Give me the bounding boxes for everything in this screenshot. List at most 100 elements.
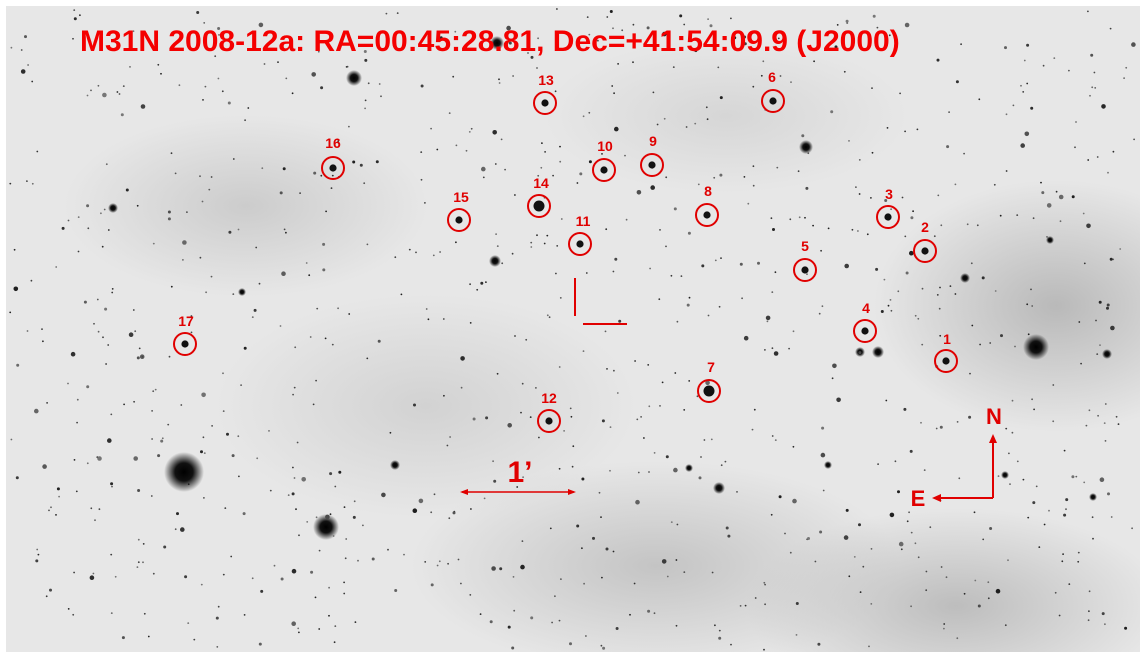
field-star	[396, 12, 399, 15]
field-star	[1088, 610, 1090, 613]
field-star	[55, 514, 57, 516]
field-star	[976, 224, 979, 227]
field-star	[676, 320, 679, 323]
comparison-star-17: 17	[173, 313, 197, 356]
field-star	[389, 431, 392, 434]
comparison-star-9: 9	[640, 133, 664, 177]
field-star	[598, 491, 601, 494]
field-star	[778, 495, 782, 499]
field-star	[243, 346, 247, 350]
field-star	[536, 234, 538, 237]
field-star	[320, 86, 324, 90]
field-star	[834, 45, 838, 49]
field-star	[378, 34, 380, 37]
field-star	[1112, 258, 1115, 261]
field-star	[77, 216, 80, 219]
field-star	[969, 372, 971, 375]
field-star	[174, 172, 177, 175]
field-star	[1020, 143, 1025, 148]
field-star	[987, 581, 990, 584]
field-star	[87, 227, 90, 230]
field-star	[832, 363, 837, 369]
field-star	[1011, 431, 1014, 434]
field-star	[1103, 422, 1106, 424]
field-star	[665, 455, 669, 459]
field-star	[904, 130, 906, 133]
field-star	[798, 216, 801, 219]
comparison-star-10: 10	[592, 138, 616, 182]
field-star	[312, 403, 315, 406]
field-star	[1094, 87, 1097, 89]
field-star	[925, 589, 928, 592]
field-star	[151, 438, 154, 440]
field-star	[470, 508, 472, 510]
field-star	[788, 347, 790, 350]
field-star	[1071, 475, 1075, 479]
field-star	[9, 182, 12, 185]
field-star	[102, 92, 107, 98]
field-star	[914, 314, 917, 317]
field-star	[602, 646, 606, 650]
field-star	[537, 37, 539, 40]
field-star	[858, 523, 861, 527]
field-star	[563, 430, 565, 432]
field-star	[635, 499, 640, 505]
field-star	[352, 515, 356, 519]
field-star	[218, 34, 220, 36]
field-star	[343, 506, 346, 508]
field-star	[848, 575, 851, 578]
field-star	[552, 174, 554, 177]
field-star	[739, 605, 742, 607]
field-star	[364, 107, 366, 110]
field-star	[588, 160, 592, 164]
field-star	[929, 526, 932, 529]
field-star	[174, 528, 177, 531]
field-star	[178, 84, 181, 87]
field-star	[378, 83, 381, 85]
field-star	[469, 594, 472, 596]
field-star	[56, 487, 60, 491]
field-star	[977, 604, 981, 608]
field-star	[357, 559, 359, 562]
field-star	[460, 582, 462, 585]
star-dot	[181, 340, 189, 348]
field-star	[933, 235, 936, 238]
field-star	[876, 26, 879, 29]
field-star	[258, 282, 261, 285]
field-star	[875, 267, 879, 271]
star-label: 3	[885, 186, 893, 202]
scale-bar: 1’	[460, 456, 576, 495]
field-star	[675, 559, 678, 561]
field-star	[605, 547, 609, 551]
field-star	[136, 204, 139, 207]
star-label: 13	[538, 72, 554, 88]
field-star	[31, 80, 34, 83]
field-star	[851, 228, 854, 231]
field-star	[122, 85, 125, 87]
field-star	[1065, 508, 1067, 511]
field-star	[880, 310, 884, 313]
field-star	[1004, 624, 1007, 627]
field-star	[380, 95, 382, 98]
field-star	[1068, 69, 1070, 72]
field-star	[315, 516, 318, 519]
field-star	[105, 363, 107, 365]
star-circle	[321, 156, 345, 180]
field-star	[152, 572, 155, 575]
field-star	[1110, 516, 1113, 518]
field-star	[1048, 509, 1050, 512]
field-star	[243, 614, 246, 616]
field-star	[753, 408, 756, 411]
field-star	[843, 535, 849, 540]
field-star	[72, 613, 75, 616]
field-star	[500, 138, 503, 141]
field-star	[995, 588, 1001, 594]
field-star	[86, 385, 90, 389]
field-star	[136, 566, 139, 568]
field-star	[1026, 303, 1029, 306]
field-star	[1087, 619, 1090, 622]
field-star	[512, 75, 514, 77]
field-star	[1109, 257, 1113, 261]
field-star	[906, 520, 909, 523]
field-star	[779, 75, 782, 77]
